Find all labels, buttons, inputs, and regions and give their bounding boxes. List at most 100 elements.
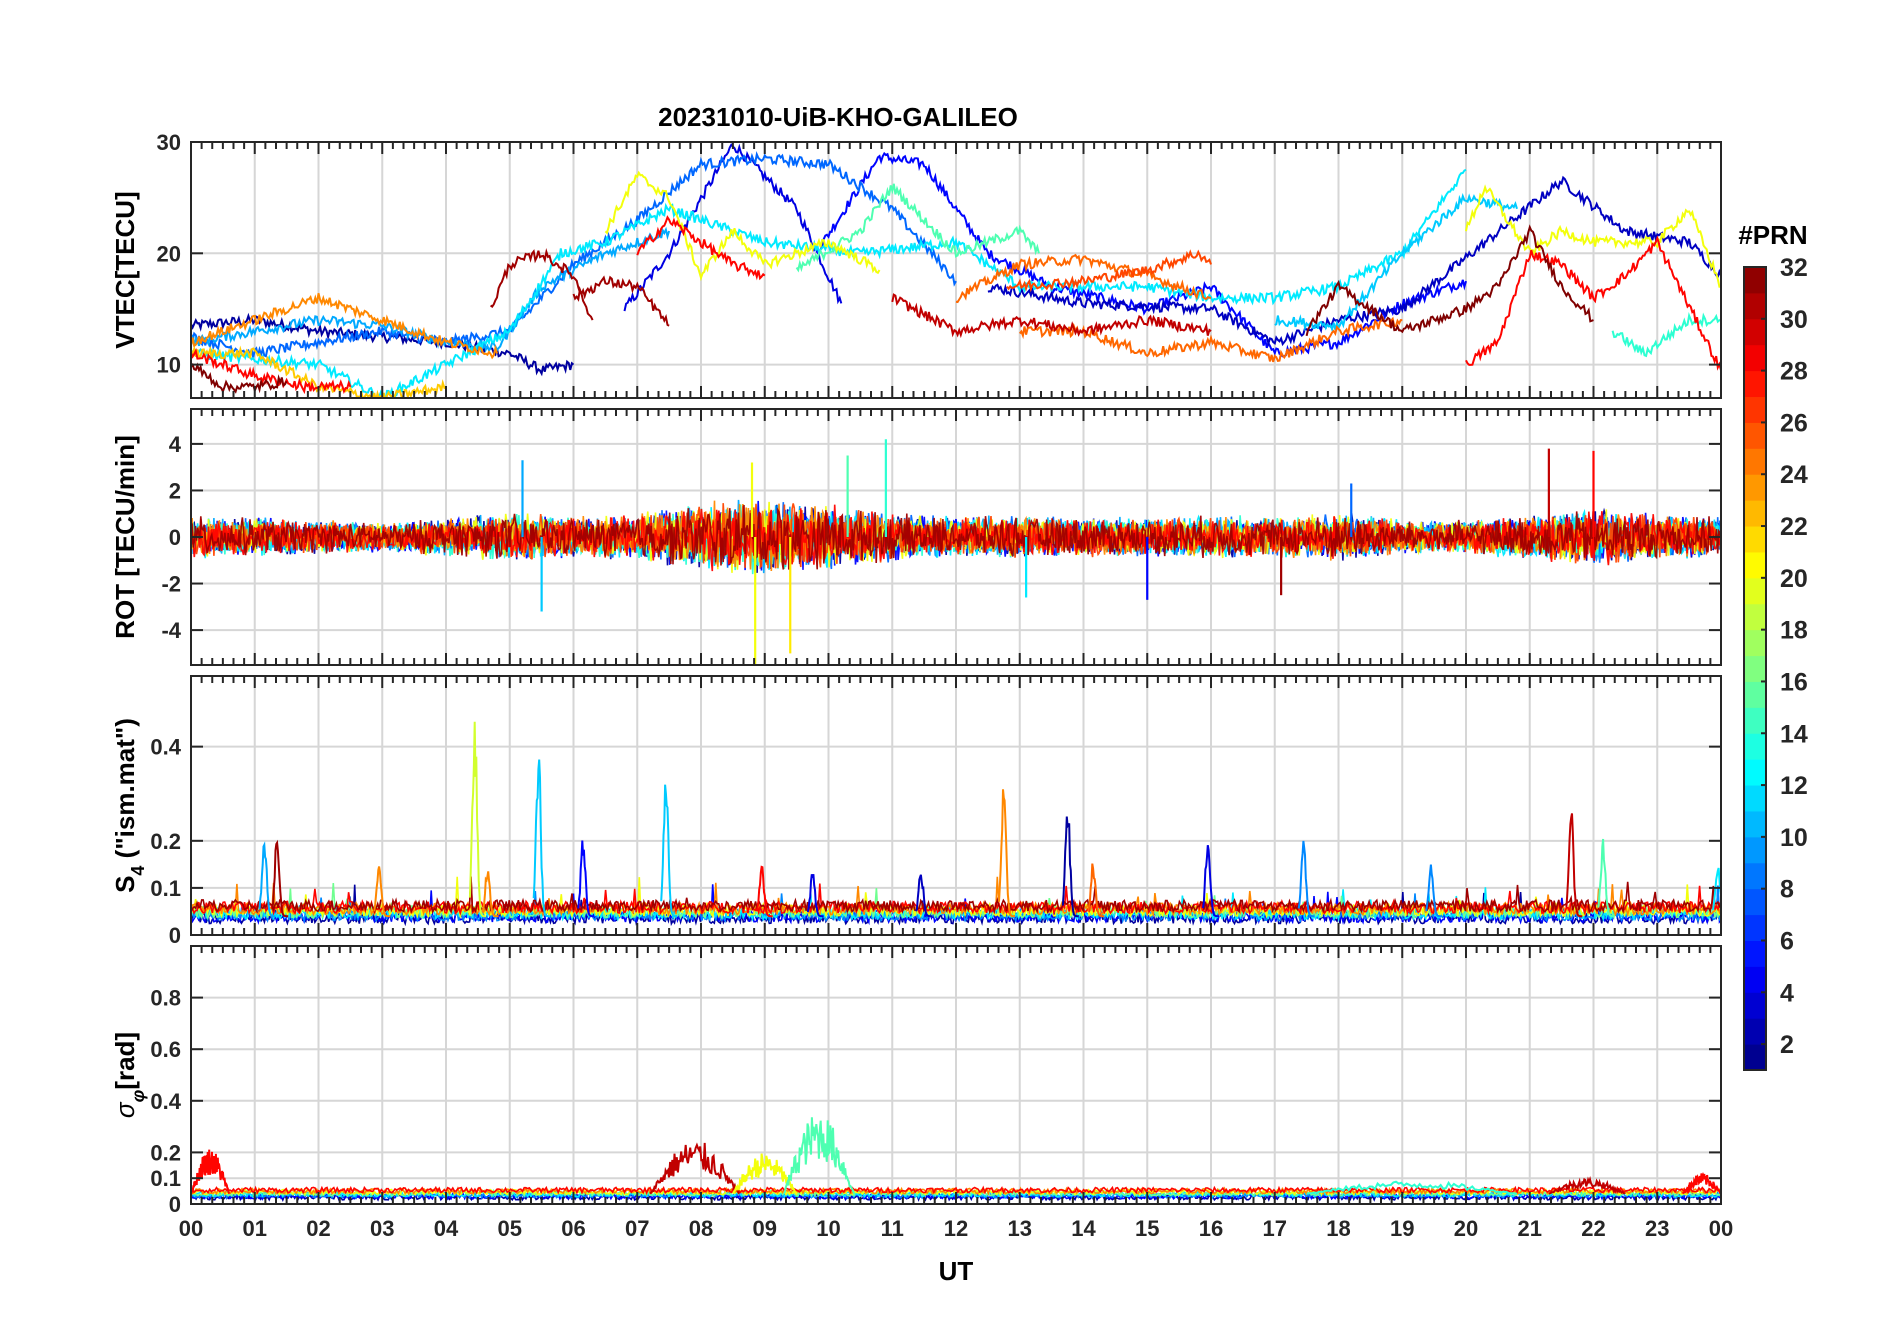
x-tick-label: 18 (1326, 1216, 1350, 1241)
x-tick-label: 10 (816, 1216, 840, 1241)
y-tick-label: 0.1 (150, 1166, 181, 1191)
colorbar-tick-label: 30 (1780, 306, 1808, 334)
colorbar-segment (1744, 681, 1766, 708)
panel-rot: -4 -2 0 2 4 ROT [TECU/min] (110, 408, 1722, 666)
colorbar-segment (1744, 759, 1766, 786)
rot-series-prn-31 (191, 504, 1721, 570)
s4-spike-prn-24 (373, 866, 391, 918)
colorbar-segment (1744, 655, 1766, 682)
vtec-series-prn-31 (490, 247, 594, 321)
colorbar-segment (1744, 810, 1766, 838)
x-tick-label: 17 (1263, 1216, 1287, 1241)
x-tick-label: 20 (1454, 1216, 1478, 1241)
colorbar-segment (1744, 267, 1766, 294)
x-tick-label: 15 (1135, 1216, 1159, 1241)
rot-series-prn-28 (191, 504, 1721, 572)
vtec-series-prn-14 (1611, 312, 1721, 358)
panel-s4: 0 0.1 0.2 0.4S4 ("ism.mat") (110, 675, 1722, 948)
x-tick-label: 22 (1581, 1216, 1605, 1241)
colorbar-tick-label: 32 (1780, 254, 1808, 282)
x-tick-label: 23 (1645, 1216, 1669, 1241)
vtec-series-prn-30 (891, 293, 1212, 339)
colorbar-segment (1744, 422, 1766, 449)
colorbar-segment (1744, 318, 1766, 346)
s4-spike-prn-11 (532, 759, 550, 918)
x-tick-label: 03 (370, 1216, 394, 1241)
y-tick-label: -4 (161, 618, 181, 643)
colorbar-segment (1744, 733, 1766, 760)
x-tick-label: 11 (881, 1216, 904, 1241)
y-tick-label: 30 (157, 130, 181, 155)
s4-series-prn-31 (191, 876, 1721, 915)
x-tick-label: 01 (243, 1216, 267, 1241)
sigma-bump-prn-20 (732, 1153, 798, 1195)
s4-spike-prn-11 (660, 784, 678, 918)
s4-spike-prn-3 (915, 874, 933, 918)
y-tick-label: 10 (157, 353, 181, 378)
colorbar-segment (1744, 526, 1766, 553)
series-group (191, 439, 1721, 665)
y-tick-label: 0.6 (150, 1037, 181, 1062)
colorbar-segment (1744, 292, 1766, 320)
y-tick-label: 0.4 (150, 1089, 181, 1114)
colorbar-tick-label: 24 (1780, 461, 1808, 489)
colorbar-segment (1744, 785, 1766, 812)
vtec-series-prn-28 (636, 215, 766, 281)
colorbar-tick-label: 4 (1780, 979, 1794, 1007)
x-ticks (190, 142, 1722, 398)
vtec-series-prn-25 (1019, 316, 1403, 363)
colorbar-segment (1744, 577, 1766, 605)
x-tick-label: 00 (179, 1216, 203, 1241)
s4-spike-prn-4 (1202, 845, 1219, 918)
colorbar-tick-label: 2 (1780, 1031, 1794, 1059)
s4-spike-prn-5 (577, 840, 595, 918)
x-tick-label: 00 (1709, 1216, 1733, 1241)
y-tick-label: 0.8 (150, 986, 181, 1011)
x-tick-label: 05 (498, 1216, 522, 1241)
vtec-series-prn-26 (1006, 249, 1212, 293)
colorbar-segment (1744, 914, 1766, 941)
colorbar-segment (1744, 992, 1766, 1019)
colorbar-tick-label: 6 (1780, 927, 1794, 955)
y-tick-labels: 00.10.2 0.4 0.6 0.8 (150, 986, 181, 1217)
colorbar-tick-label: 28 (1780, 358, 1808, 386)
s4-spike-prn-12 (1712, 867, 1721, 911)
vtec-series-prn-12 (191, 168, 1467, 398)
y-axis-label-sigma_phi: σφ[rad] (110, 1032, 148, 1118)
vtec-series-prn-11 (1274, 192, 1518, 333)
colorbar-segment (1744, 551, 1766, 579)
y-tick-label: 0.2 (150, 1140, 181, 1165)
y-tick-label: -2 (161, 572, 181, 597)
sigma-bump-prn-30 (649, 1142, 741, 1195)
y-axis-label-s4: S4 ("ism.mat") (110, 718, 148, 893)
colorbar-segment (1744, 862, 1766, 890)
colorbar-segment (1744, 888, 1766, 916)
vtec-series-prn-3 (987, 175, 1721, 348)
vtec-series-prn-10 (191, 226, 671, 353)
s4-spike-prn-2 (1061, 816, 1079, 918)
colorbar-tick-label: 12 (1780, 772, 1808, 800)
s4-spike-prn-28 (755, 865, 773, 918)
colorbar-tick-label: 18 (1780, 617, 1808, 645)
colorbar-segment (1744, 370, 1766, 398)
y-tick-labels: 10 20 30 (157, 130, 181, 378)
colorbar-tick-label: 26 (1780, 409, 1808, 437)
x-tick-label: 04 (434, 1216, 459, 1241)
s4-spike-prn-9 (1297, 840, 1315, 918)
vtec-series-prn-24 (191, 293, 498, 360)
x-tick-label: 12 (944, 1216, 968, 1241)
colorbar-segment (1744, 448, 1766, 475)
colorbar-segment (1744, 629, 1766, 657)
colorbar-segment (1744, 603, 1766, 631)
y-tick-label: 2 (169, 478, 181, 503)
x-tick-label: 21 (1518, 1216, 1542, 1241)
colorbar-segment (1744, 836, 1766, 864)
y-tick-labels: 0 0.1 0.2 0.4 (150, 735, 181, 948)
colorbar-segment (1744, 940, 1766, 967)
colorbar-segment (1744, 474, 1766, 501)
s4-spike-prn-31 (271, 839, 289, 918)
vtec-series-prn-20 (1465, 184, 1721, 288)
x-axis: 00 01 02 03 04 05 06 07 08 09 10 11 12 13 14 15 16 17 18 19… (179, 1216, 1733, 1286)
colorbar-segment (1744, 396, 1766, 423)
